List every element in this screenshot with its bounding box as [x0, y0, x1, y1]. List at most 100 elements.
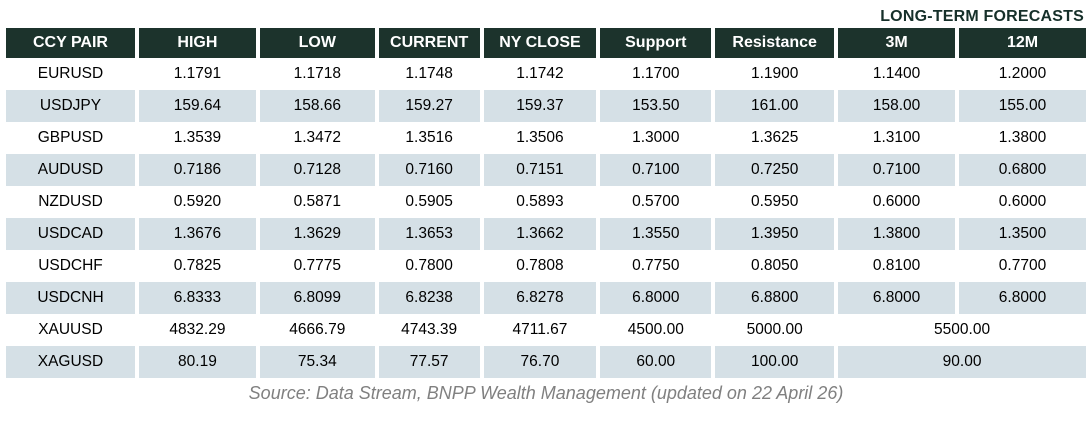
- cell-current: 1.1748: [405, 65, 453, 82]
- cell-current: 6.8238: [378, 282, 480, 314]
- table-row-gbpusd: GBPUSD 1.3539 1.3472 1.3516 1.3506 1.3000 1.36…: [6, 122, 1086, 154]
- cell-high: 0.7825: [173, 257, 222, 274]
- cell-low: 4666.79: [289, 321, 346, 338]
- fx-forecast-panel: LONG-TERM FORECASTS CCY PAIR HIGH LOW CURRE…: [2, 8, 1090, 403]
- cell-high: 1.3539: [173, 129, 222, 146]
- cell-support: 1.3000: [632, 129, 680, 146]
- cell-ccy-pair: NZDUSD: [38, 193, 103, 210]
- table-row-xagusd: XAGUSD 80.19 75.34 77.57 76.70 60.00 100.00 90.…: [6, 346, 1086, 378]
- cell-low: 0.5871: [293, 193, 342, 210]
- cell-support: 0.7750: [632, 257, 680, 274]
- cell-12m: 0.7700: [998, 257, 1047, 274]
- cell-current: 1.3516: [405, 129, 453, 146]
- cell-support: 6.8000: [600, 282, 712, 314]
- cell-ny-close: 159.37: [483, 90, 597, 122]
- cell-ccy-pair: EURUSD: [37, 65, 104, 82]
- table-row-eurusd: EURUSD 1.1791 1.1718 1.1748 1.1742 1.1700 1.19…: [6, 58, 1086, 90]
- cell-3m: 0.8100: [872, 257, 921, 274]
- col-header-current: CURRENT: [378, 28, 480, 58]
- cell-support: 4500.00: [627, 321, 684, 338]
- cell-current: 0.7800: [405, 257, 453, 274]
- cell-ccy-pair: USDJPY: [6, 90, 135, 122]
- cell-resistance: 100.00: [715, 346, 835, 378]
- cell-12m: 0.6800: [959, 154, 1086, 186]
- cell-resistance: 0.7250: [715, 154, 835, 186]
- cell-ccy-pair: GBPUSD: [37, 129, 104, 146]
- cell-12m: 155.00: [959, 90, 1086, 122]
- col-header-12m: 12M: [959, 28, 1086, 58]
- cell-support: 1.1700: [632, 65, 680, 82]
- table-row-xauusd: XAUUSD 4832.29 4666.79 4743.39 4711.67 4500.0…: [6, 314, 1086, 346]
- cell-current: 1.3653: [378, 218, 480, 250]
- cell-low: 0.7128: [259, 154, 375, 186]
- cell-ny-close: 4711.67: [512, 321, 568, 338]
- cell-3m: 1.1400: [872, 65, 921, 82]
- cell-3m: 1.3100: [872, 129, 921, 146]
- cell-3m: 0.6000: [872, 193, 921, 210]
- cell-high: 1.3676: [138, 218, 256, 250]
- table-row-usdchf: USDCHF 0.7825 0.7775 0.7800 0.7808 0.7750 0.80…: [6, 250, 1086, 282]
- cell-low: 6.8099: [259, 282, 375, 314]
- cell-ny-close: 76.70: [483, 346, 597, 378]
- cell-ccy-pair: AUDUSD: [6, 154, 135, 186]
- cell-support: 0.5700: [632, 193, 680, 210]
- cell-high: 80.19: [138, 346, 256, 378]
- cell-3m: 6.8000: [838, 282, 956, 314]
- cell-12m: 0.6000: [998, 193, 1047, 210]
- cell-12m: 6.8000: [959, 282, 1086, 314]
- cell-12m: 1.2000: [998, 65, 1047, 82]
- cell-support: 60.00: [600, 346, 712, 378]
- cell-ny-close: 0.7151: [483, 154, 597, 186]
- table-row-nzdusd: NZDUSD 0.5920 0.5871 0.5905 0.5893 0.5700 0.59…: [6, 186, 1086, 218]
- cell-ccy-pair: USDCHF: [38, 257, 103, 274]
- cell-ny-close: 0.7808: [516, 257, 564, 274]
- table-row-usdcad: USDCAD 1.3676 1.3629 1.3653 1.3662 1.3550 1.39…: [6, 218, 1086, 250]
- cell-ccy-pair: XAUUSD: [38, 321, 103, 338]
- cell-high: 159.64: [138, 90, 256, 122]
- cell-resistance: 1.3950: [715, 218, 835, 250]
- cell-resistance: 161.00: [715, 90, 835, 122]
- cell-resistance: 0.5950: [750, 193, 799, 210]
- cell-support: 1.3550: [600, 218, 712, 250]
- col-header-ny-close: NY CLOSE: [483, 28, 597, 58]
- cell-current: 159.27: [378, 90, 480, 122]
- cell-12m: 1.3800: [998, 129, 1047, 146]
- table-header-row: CCY PAIR HIGH LOW CURRENT NY CLOSE Support Res…: [6, 28, 1086, 58]
- cell-12m: 1.3500: [959, 218, 1086, 250]
- cell-low: 75.34: [259, 346, 375, 378]
- cell-current: 0.7160: [378, 154, 480, 186]
- cell-3m: 1.3800: [838, 218, 956, 250]
- cell-current: 77.57: [378, 346, 480, 378]
- cell-low: 158.66: [259, 90, 375, 122]
- cell-high: 6.8333: [138, 282, 256, 314]
- table-row-usdjpy: USDJPY 159.64 158.66 159.27 159.37 153.50 161.…: [6, 90, 1086, 122]
- cell-resistance: 1.3625: [750, 129, 799, 146]
- cell-resistance: 0.8050: [750, 257, 799, 274]
- cell-high: 1.1791: [173, 65, 222, 82]
- cell-resistance: 1.1900: [750, 65, 799, 82]
- table-row-audusd: AUDUSD 0.7186 0.7128 0.7160 0.7151 0.7100 0.72…: [6, 154, 1086, 186]
- col-header-3m: 3M: [838, 28, 956, 58]
- cell-3m-12m-merged: 90.00: [838, 346, 1086, 378]
- col-header-low: LOW: [259, 28, 375, 58]
- cell-3m: 0.7100: [838, 154, 956, 186]
- col-header-resistance: Resistance: [715, 28, 835, 58]
- cell-ny-close: 1.1742: [516, 65, 564, 82]
- fx-forecast-table: CCY PAIR HIGH LOW CURRENT NY CLOSE Support Res…: [2, 28, 1090, 378]
- long-term-forecasts-label: LONG-TERM FORECASTS: [880, 8, 1084, 25]
- col-header-support: Support: [600, 28, 712, 58]
- col-header-ccy-pair: CCY PAIR: [6, 28, 135, 58]
- cell-3m: 158.00: [838, 90, 956, 122]
- cell-current: 0.5905: [405, 193, 453, 210]
- cell-current: 4743.39: [401, 321, 458, 338]
- cell-high: 4832.29: [169, 321, 226, 338]
- cell-support: 0.7100: [600, 154, 712, 186]
- cell-3m-12m-merged: 5500.00: [934, 321, 991, 338]
- cell-ccy-pair: XAGUSD: [6, 346, 135, 378]
- cell-resistance: 6.8800: [715, 282, 835, 314]
- table-row-usdcnh: USDCNH 6.8333 6.8099 6.8238 6.8278 6.8000 6.88…: [6, 282, 1086, 314]
- cell-ny-close: 1.3506: [516, 129, 564, 146]
- cell-low: 1.3472: [293, 129, 342, 146]
- cell-ccy-pair: USDCAD: [6, 218, 135, 250]
- cell-high: 0.5920: [173, 193, 222, 210]
